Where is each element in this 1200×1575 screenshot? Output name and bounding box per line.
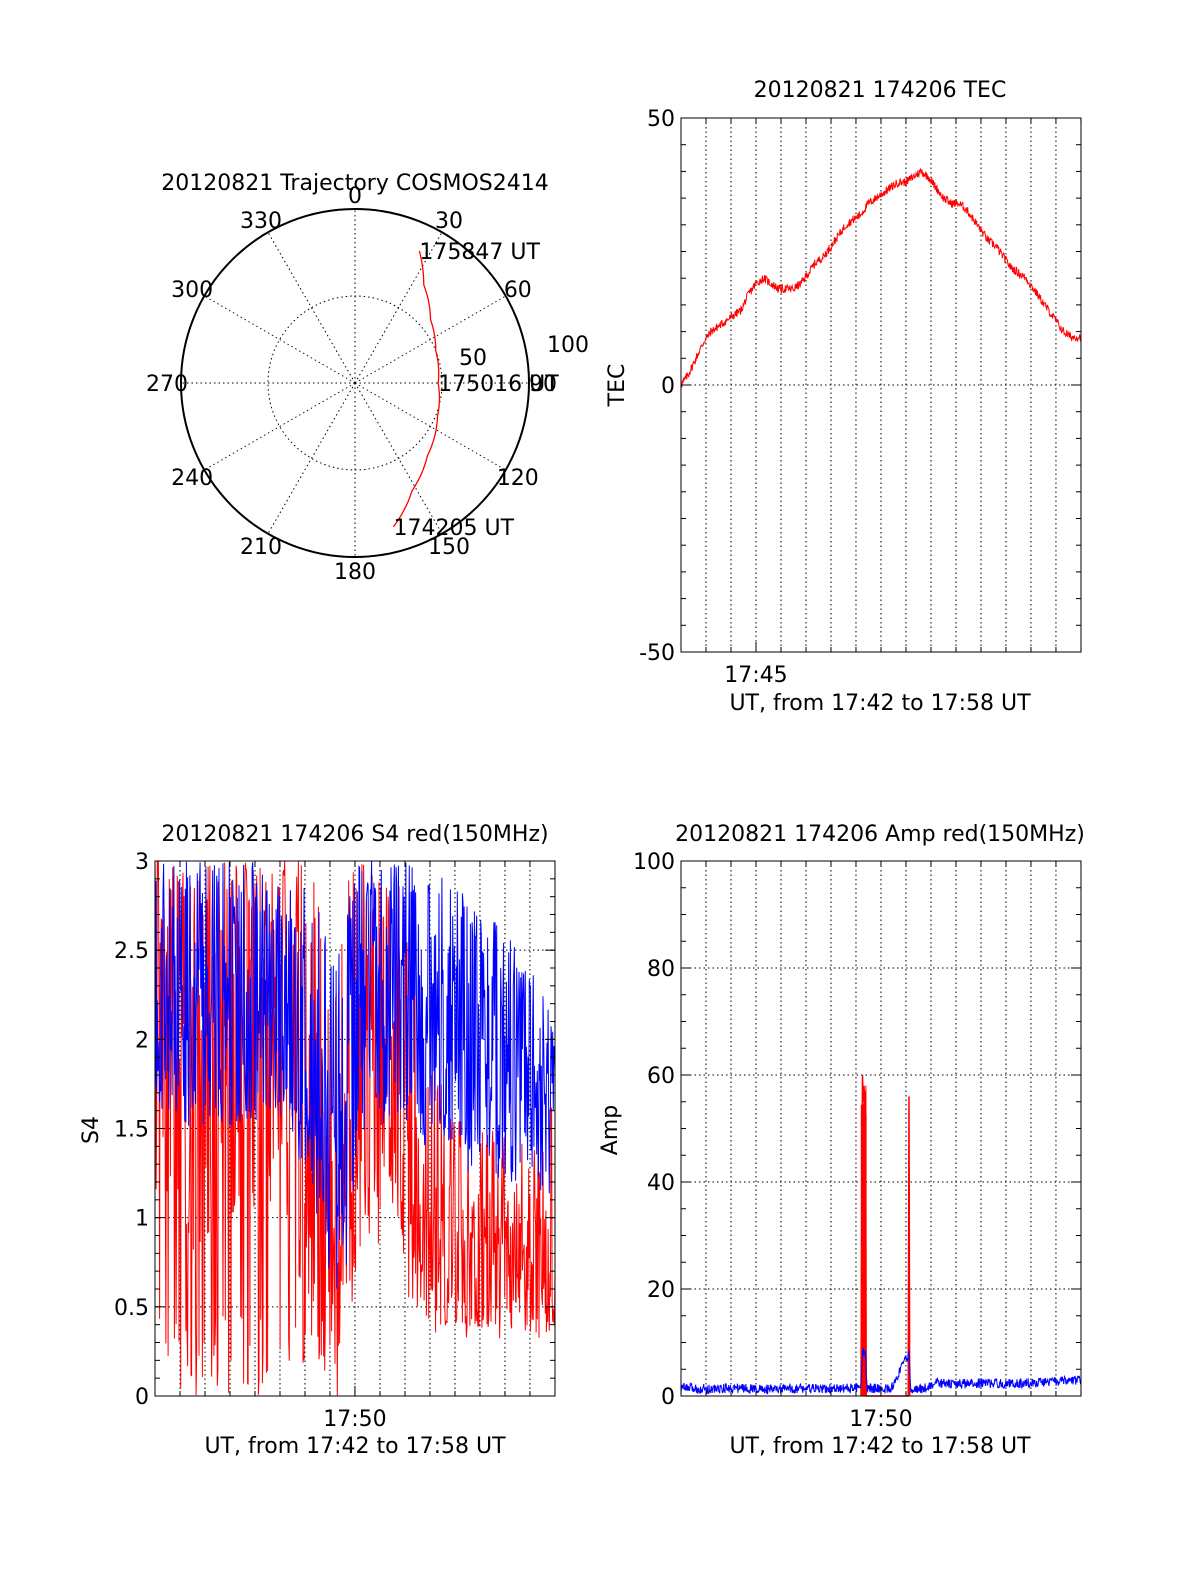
s4-series [154,860,556,1397]
tec-ytick-label-0: 50 [647,107,675,132]
tec-xtick-label-0: 17:45 [724,663,787,688]
polar-spoke-210 [267,382,356,534]
amp-ytick-label-4: 80 [647,957,675,982]
s4-ylabel: S4 [79,1116,104,1144]
polar-angle-tick-0: 0 [348,184,362,209]
s4-ytick-label-5: 2.5 [114,939,149,964]
amp-title: 20120821 174206 Amp red(150MHz) [675,822,1085,847]
s4-xtick-label-0: 17:50 [323,1407,386,1432]
polar-radial-tick-50: 50 [459,346,487,371]
amp-ytick-label-2: 40 [647,1171,675,1196]
amp-peak-red [860,1085,867,1397]
s4-xlabel: UT, from 17:42 to 17:58 UT [204,1434,506,1459]
tec-y-ticks: 50 0 -50 [639,107,1081,666]
tec-xlabel: UT, from 17:42 to 17:58 UT [729,691,1031,716]
s4-panel: 20120821 174206 S4 red(150MHz) 0 0.5 1 1.5 2… [79,822,556,1459]
amp-line-red [860,1074,911,1397]
amp-ylabel: Amp [598,1105,623,1155]
polar-radial-tick-100: 100 [547,333,589,358]
amp-gridlines [681,861,1081,1396]
s4-ytick-label-0: 0 [135,1385,149,1410]
trajectory-annotation-0: 175847 UT [419,240,540,265]
polar-angle-tick-120: 120 [497,466,539,491]
polar-spoke-150 [354,382,443,534]
s4-line-red [154,860,556,1397]
amp-ytick-label-1: 20 [647,1278,675,1303]
tec-ylabel: TEC [605,364,630,408]
polar-panel: 20120821 Trajectory COSMOS2414 0 30 60 90 12… [146,171,589,585]
polar-outer-circle [180,208,530,558]
tec-series [680,167,1082,388]
polar-angle-ticks: 0 30 60 90 120 150 180 210 240 270 300 330 [146,184,557,585]
polar-title: 20120821 Trajectory COSMOS2414 [161,171,548,196]
s4-y-ticks: 0 0.5 1 1.5 2 2.5 3 [114,850,555,1410]
s4-ytick-label-1: 0.5 [114,1296,149,1321]
amp-panel: 20120821 174206 Amp red(150MHz) 0 20 40 60 8… [598,822,1085,1459]
polar-spoke-240 [204,382,356,471]
polar-spoke-30 [354,232,443,384]
polar-angle-tick-180: 180 [334,560,376,585]
polar-angle-tick-30: 30 [435,209,463,234]
s4-x-ticks: 17:50 [154,861,556,1432]
polar-spoke-300 [204,295,356,384]
tec-gridlines [681,118,1081,652]
s4-line-blue [154,861,556,1289]
s4-title: 20120821 174206 S4 red(150MHz) [161,822,548,847]
amp-xtick-label-0: 17:50 [849,1407,912,1432]
amp-y-ticks: 0 20 40 60 80 100 [633,850,1081,1410]
s4-ytick-label-4: 2 [135,1028,149,1053]
polar-angle-tick-240: 240 [171,466,213,491]
polar-spoke-60 [354,295,506,384]
polar-angle-tick-270: 270 [146,372,188,397]
tec-title: 20120821 174206 TEC [754,78,1007,103]
trajectory-annotation-1: 175016 UT [438,372,559,397]
amp-ytick-label-5: 100 [633,850,675,875]
tec-panel: 20120821 174206 TEC 50 0 -50 17:45 TEC UT,… [605,78,1082,716]
polar-spoke-120 [354,382,506,471]
tec-x-ticks: 17:45 [680,118,1082,688]
polar-angle-tick-60: 60 [504,278,532,303]
polar-grid [181,209,529,557]
tec-ytick-label-1: 0 [661,374,675,399]
amp-x-ticks: 17:50 [680,861,1082,1432]
tec-ytick-label-2: -50 [639,641,675,666]
polar-angle-tick-150: 150 [428,535,470,560]
polar-angle-tick-330: 330 [240,209,282,234]
polar-angle-tick-300: 300 [171,278,213,303]
trajectory-annotation-2: 174205 UT [394,516,515,541]
s4-ytick-label-6: 3 [135,850,149,875]
amp-ytick-label-3: 60 [647,1064,675,1089]
amp-xlabel: UT, from 17:42 to 17:58 UT [729,1434,1031,1459]
tec-line [680,167,1082,388]
trajectory-line [392,250,441,528]
s4-ytick-label-3: 1.5 [114,1118,149,1143]
polar-angle-tick-210: 210 [240,535,282,560]
polar-spoke-330 [267,232,356,384]
trajectory-annotations: 175847 UT 175016 UT 174205 UT [394,240,560,541]
amp-ytick-label-0: 0 [661,1385,675,1410]
polar-angle-tick-90: 90 [529,372,557,397]
s4-ytick-label-2: 1 [135,1207,149,1232]
